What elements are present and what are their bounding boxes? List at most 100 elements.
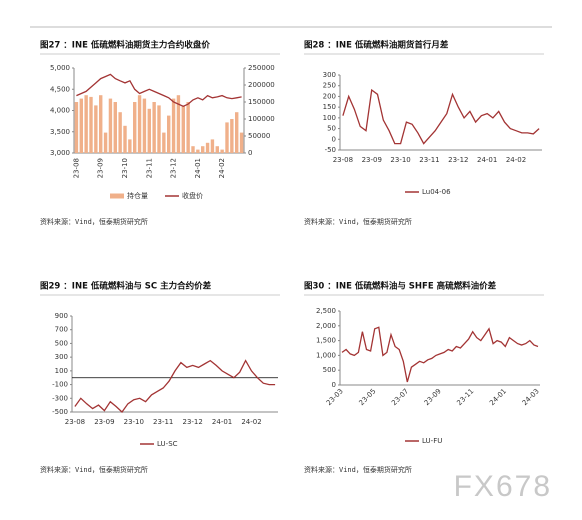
- x-tick-label: 23-03: [325, 387, 345, 407]
- bar: [152, 102, 156, 153]
- legend-label: 持仓量: [127, 191, 148, 200]
- y2-tick-label: 200000: [248, 81, 275, 89]
- y-tick-label: 500: [55, 339, 68, 347]
- bar: [89, 96, 93, 153]
- x-tick-label: 24-01: [477, 156, 497, 164]
- y-tick-label: 3,000: [50, 149, 70, 157]
- y-tick-label: 1,000: [316, 351, 336, 359]
- chart-title: 图30 ：INE 低硫燃料油与 SHFE 高硫燃料油价差: [304, 281, 497, 292]
- bar: [196, 149, 200, 153]
- bar: [225, 122, 229, 153]
- x-tick-label: 23-11: [145, 158, 153, 178]
- x-tick-label: 23-12: [182, 418, 202, 426]
- x-tick-label: 23-07: [390, 387, 410, 407]
- x-tick-label: 24-02: [506, 156, 526, 164]
- y-tick-label: 0: [332, 381, 336, 389]
- source-note: 资料来源：Vind，恒泰期货研究所: [304, 217, 412, 226]
- y-tick-label: 300: [55, 353, 68, 361]
- y-tick-label: 700: [55, 326, 68, 334]
- y-tick-label: 2,000: [316, 322, 336, 330]
- y2-tick-label: 0: [248, 149, 252, 157]
- bar: [167, 115, 171, 153]
- bar: [210, 139, 215, 153]
- y-tick-label: -100: [52, 381, 68, 389]
- y-tick-label: 100: [55, 367, 68, 375]
- x-tick-label: 23-09: [94, 418, 114, 426]
- bar: [94, 105, 98, 153]
- x-tick-label: 23-12: [448, 156, 468, 164]
- y2-tick-label: 50000: [248, 132, 270, 140]
- bar: [205, 142, 210, 153]
- y-tick-label: 0: [332, 135, 336, 143]
- bar: [157, 105, 161, 153]
- y-tick-label: 50: [327, 125, 336, 133]
- bar: [230, 119, 234, 153]
- y-tick-label: 100: [323, 114, 336, 122]
- bar: [84, 95, 88, 153]
- chart-title: 图27 ：INE 低硫燃料油期货主力合约收盘价: [40, 40, 210, 51]
- line-series: [74, 359, 276, 413]
- legend-label: LU-SC: [157, 440, 178, 448]
- bar: [99, 95, 103, 153]
- bar: [133, 102, 137, 153]
- y-tick-label: 250: [323, 82, 336, 90]
- y-tick-label: 3,500: [50, 128, 70, 136]
- y2-tick-label: 250000: [248, 64, 275, 72]
- y-tick-label: -50: [325, 146, 336, 154]
- bar: [201, 146, 205, 153]
- x-tick-label: 23-10: [390, 156, 410, 164]
- chart-title: 图29 ：INE 低硫燃料油与 SC 主力合约价差: [40, 281, 212, 292]
- x-tick-label: 23-09: [423, 387, 443, 407]
- bar: [79, 98, 83, 153]
- x-tick-label: 23-09: [362, 156, 382, 164]
- source-note: 资料来源：Vind，恒泰期货研究所: [40, 217, 148, 226]
- y-tick-label: 2,500: [316, 307, 336, 315]
- y2-tick-label: 150000: [248, 98, 275, 106]
- x-tick-label: 23-12: [170, 158, 178, 178]
- legend-label: 收盘价: [182, 191, 203, 200]
- y-tick-label: 4,000: [50, 107, 70, 115]
- x-tick-label: 23-08: [72, 158, 80, 178]
- bar: [239, 132, 244, 153]
- x-tick-label: 23-11: [419, 156, 439, 164]
- x-tick-label: 23-11: [153, 418, 173, 426]
- x-tick-label: 23-10: [121, 158, 129, 178]
- bar: [171, 98, 176, 153]
- chart-title: 图28 ：INE 低硫燃料油期货首行月差: [304, 40, 449, 51]
- y-tick-label: 150: [323, 103, 336, 111]
- x-tick-label: 24-01: [212, 418, 232, 426]
- x-tick-label: 24-02: [241, 418, 261, 426]
- y2-tick-label: 100000: [248, 115, 275, 123]
- y-tick-label: 1,500: [316, 337, 336, 345]
- x-tick-label: 23-08: [65, 418, 85, 426]
- bar: [103, 132, 108, 153]
- watermark: FX678: [454, 470, 552, 503]
- source-note: 资料来源：Vind，恒泰期货研究所: [40, 465, 148, 474]
- x-tick-label: 23-09: [97, 158, 105, 178]
- bar: [147, 108, 151, 153]
- bar: [108, 98, 113, 153]
- y-tick-label: 500: [323, 366, 336, 374]
- bar: [137, 95, 142, 153]
- x-tick-label: 23-10: [124, 418, 144, 426]
- bar: [220, 149, 224, 153]
- bar: [118, 112, 122, 153]
- x-tick-label: 23-11: [455, 387, 475, 407]
- y-tick-label: -300: [52, 394, 68, 402]
- legend-label: LU-FU: [422, 437, 442, 445]
- x-tick-label: 24-03: [521, 387, 541, 407]
- x-tick-label: 24-01: [488, 387, 508, 407]
- y-tick-label: 200: [323, 92, 336, 100]
- line-series: [342, 88, 540, 145]
- bar: [235, 112, 239, 153]
- legend-swatch: [110, 193, 124, 199]
- x-tick-label: 24-01: [194, 158, 202, 178]
- source-note: 资料来源：Vind，恒泰期货研究所: [304, 465, 412, 474]
- legend-label: Lu04-06: [422, 188, 451, 196]
- bar: [191, 146, 195, 153]
- bar: [176, 95, 181, 153]
- bar: [215, 146, 219, 153]
- x-tick-label: 23-05: [357, 387, 377, 407]
- bar: [123, 125, 127, 153]
